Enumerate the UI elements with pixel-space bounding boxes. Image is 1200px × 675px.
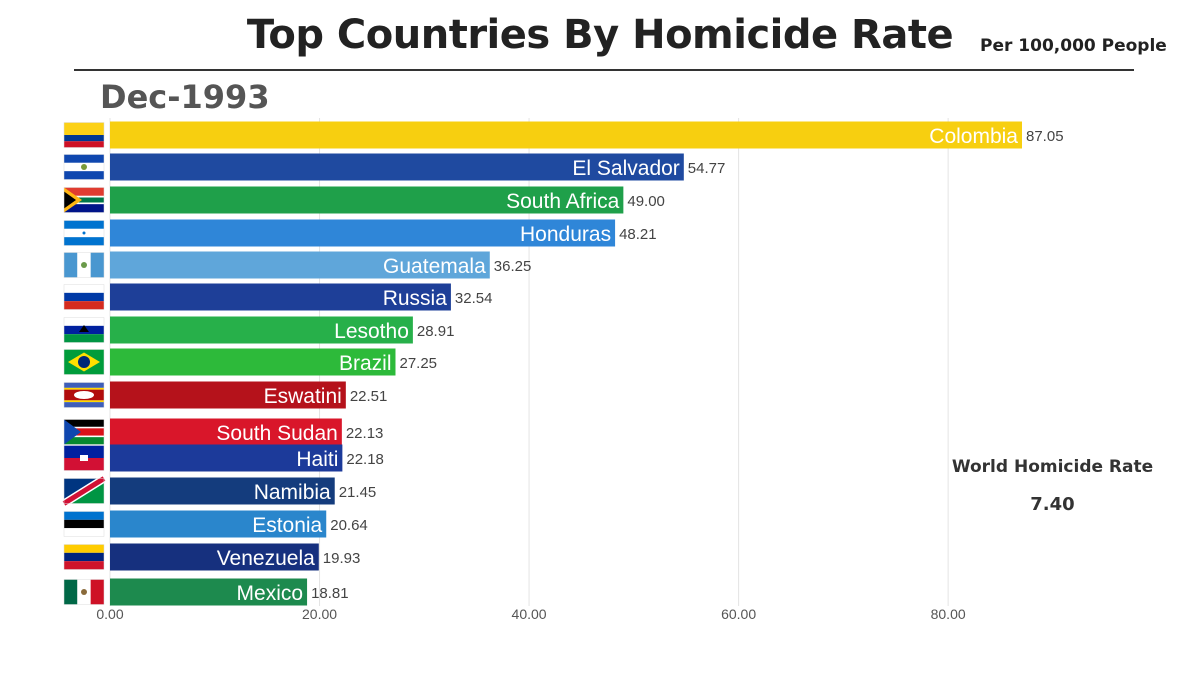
- bar-label: El Salvador: [572, 157, 679, 180]
- bar-label: Estonia: [252, 514, 322, 537]
- bar-label: Eswatini: [264, 385, 342, 408]
- x-tick-label: 40.00: [512, 606, 547, 622]
- south-sudan-flag-icon: [63, 419, 105, 445]
- bar: [110, 444, 343, 472]
- bar-label: Guatemala: [383, 255, 486, 278]
- bar-value-label: 18.81: [311, 585, 349, 602]
- world-homicide-rate-value: 7.40: [1030, 494, 1075, 515]
- bar-value-label: 22.51: [350, 388, 388, 405]
- bar: [110, 251, 490, 279]
- bar-label: Mexico: [237, 582, 304, 605]
- brazil-flag-icon: [63, 349, 105, 375]
- bar-label: Namibia: [254, 481, 331, 504]
- x-tick-label: 60.00: [721, 606, 756, 622]
- title-divider: [74, 69, 1134, 71]
- honduras-flag-icon: [63, 220, 105, 246]
- bar-value-label: 87.05: [1026, 128, 1064, 145]
- estonia-flag-icon: [63, 511, 105, 537]
- x-tick-label: 80.00: [931, 606, 966, 622]
- russia-flag-icon: [63, 284, 105, 310]
- bar-label: Brazil: [339, 352, 392, 375]
- bar-value-label: 19.93: [323, 550, 361, 567]
- bar-value-label: 48.21: [619, 226, 657, 243]
- bar: [110, 283, 451, 311]
- bar-value-label: 36.25: [494, 258, 532, 275]
- bar: [110, 477, 335, 505]
- eswatini-flag-icon: [63, 382, 105, 408]
- bar: [110, 510, 327, 538]
- bar-label: Colombia: [929, 125, 1018, 148]
- bar-label: Honduras: [520, 223, 611, 246]
- bar: [110, 348, 396, 376]
- guatemala-flag-icon: [63, 252, 105, 278]
- bar: [110, 418, 342, 446]
- bar-value-label: 21.45: [339, 484, 377, 501]
- page-title: Top Countries By Homicide Rate: [246, 12, 954, 58]
- el-salvador-flag-icon: [63, 154, 105, 180]
- bar-label: Venezuela: [217, 547, 315, 570]
- lesotho-flag-icon: [63, 317, 105, 343]
- bar-label: Haiti: [296, 448, 338, 471]
- x-tick-label: 0.00: [96, 606, 123, 622]
- period-label: Dec-1993: [100, 78, 270, 116]
- world-homicide-rate-label: World Homicide Rate: [951, 457, 1154, 477]
- bar: [110, 543, 319, 571]
- bar: [110, 186, 624, 214]
- bar-label: South Sudan: [216, 422, 337, 445]
- namibia-flag-icon: [61, 475, 107, 507]
- mexico-flag-icon: [63, 579, 105, 605]
- bar-value-label: 27.25: [399, 355, 437, 372]
- bar: [110, 219, 616, 247]
- bar-value-label: 22.18: [346, 451, 384, 468]
- bar-value-label: 22.13: [346, 425, 384, 442]
- bar-value-label: 32.54: [455, 290, 493, 307]
- bar-value-label: 28.91: [417, 323, 455, 340]
- chart-subtitle: Per 100,000 People: [980, 36, 1167, 56]
- bar-value-label: 49.00: [627, 193, 665, 210]
- south-africa-flag-icon: [63, 187, 105, 213]
- bar-label: Russia: [383, 287, 448, 310]
- venezuela-flag-icon: [63, 544, 105, 570]
- bar-value-label: 20.64: [330, 517, 368, 534]
- bar-value-label: 54.77: [688, 160, 726, 177]
- bar: [110, 153, 684, 181]
- haiti-flag-icon: [63, 445, 105, 471]
- bar: [110, 578, 308, 606]
- bar-label: Lesotho: [334, 320, 409, 343]
- bar-label: South Africa: [506, 190, 620, 213]
- bar: [110, 121, 1022, 149]
- bar: [110, 381, 346, 409]
- colombia-flag-icon: [63, 122, 105, 148]
- bar: [110, 316, 413, 344]
- x-tick-label: 20.00: [302, 606, 337, 622]
